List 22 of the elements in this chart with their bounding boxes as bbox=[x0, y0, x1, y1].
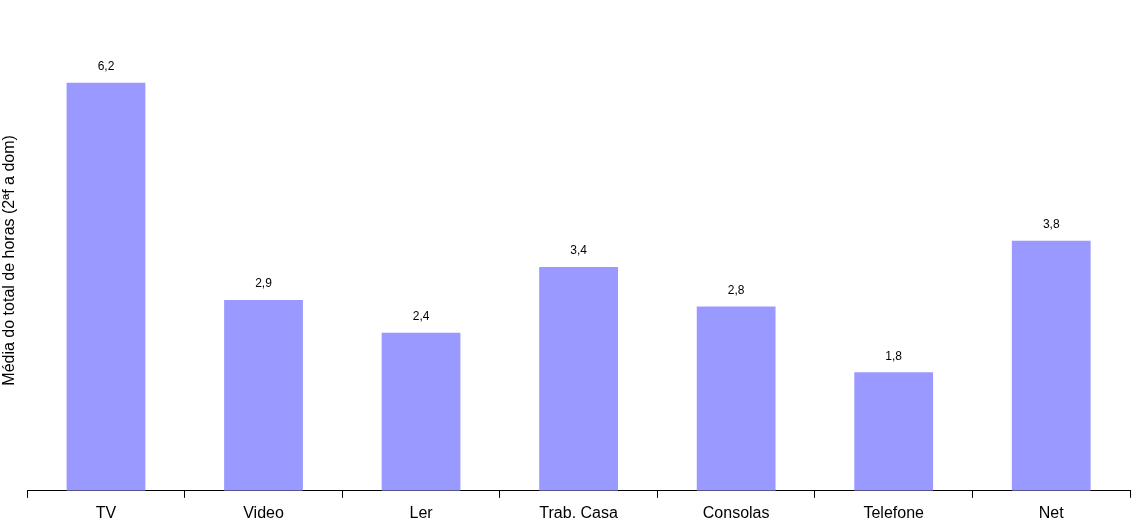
bar bbox=[224, 299, 303, 491]
bar bbox=[381, 332, 461, 491]
x-tick-label: TV bbox=[95, 503, 117, 521]
x-tick-label: Consolas bbox=[702, 503, 770, 521]
bar bbox=[696, 306, 776, 491]
bar bbox=[539, 266, 618, 491]
x-tick-label: Trab. Casa bbox=[539, 503, 618, 521]
data-label: 2,9 bbox=[255, 276, 273, 291]
data-label: 6,2 bbox=[97, 58, 115, 73]
x-tick-label: Telefone bbox=[863, 503, 925, 521]
x-tick-label: Video bbox=[243, 503, 284, 521]
x-tick-label: Net bbox=[1038, 503, 1065, 521]
data-label: 3,4 bbox=[570, 243, 588, 258]
data-label: 2,4 bbox=[412, 309, 430, 324]
bar bbox=[854, 372, 934, 491]
y-axis-title: Média do total de horas (2ªf a dom) bbox=[0, 135, 18, 386]
data-label: 1,8 bbox=[885, 348, 903, 363]
data-label: 2,8 bbox=[727, 282, 745, 297]
data-label: 3,8 bbox=[1042, 216, 1060, 231]
bar bbox=[66, 82, 146, 491]
x-tick-label: Ler bbox=[409, 503, 434, 521]
bar bbox=[1011, 240, 1091, 491]
